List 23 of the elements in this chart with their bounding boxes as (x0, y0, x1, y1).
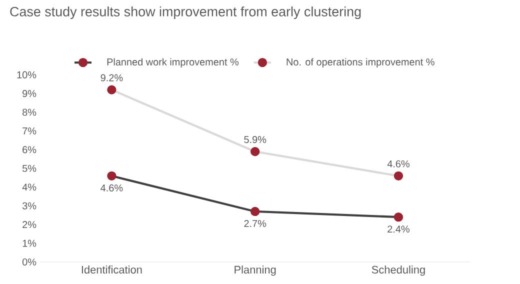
y-tick-label: 2% (22, 221, 36, 228)
y-tick-label: 7% (22, 127, 36, 134)
x-tick-label: Identification (82, 266, 142, 274)
y-tick-label: 8% (22, 108, 36, 116)
y-tick-label: 1% (22, 240, 36, 247)
data-label: 9.2% (100, 74, 123, 82)
y-tick-label: 10% (17, 71, 36, 78)
y-tick-label: 5% (22, 164, 36, 172)
y-tick-label: 3% (22, 202, 36, 210)
data-label: 4.6% (100, 184, 123, 192)
x-tick-label: Planning (234, 266, 276, 276)
y-tick-label: 0% (22, 258, 36, 266)
legend-label: No. of operations improvement % (286, 58, 434, 68)
data-label: 2.4% (388, 226, 410, 233)
y-tick-label: 4% (22, 184, 36, 191)
data-label: 5.9% (244, 136, 266, 144)
chart-title: Case study results show improvement from early clustering (10, 6, 361, 20)
data-label: 4.6% (387, 160, 410, 168)
y-tick-label: 9% (22, 90, 36, 98)
data-label: 2.7% (244, 220, 266, 227)
legend-label: Planned work improvement % (107, 58, 239, 68)
y-tick-label: 6% (22, 146, 36, 154)
x-tick-label: Scheduling (372, 266, 425, 276)
